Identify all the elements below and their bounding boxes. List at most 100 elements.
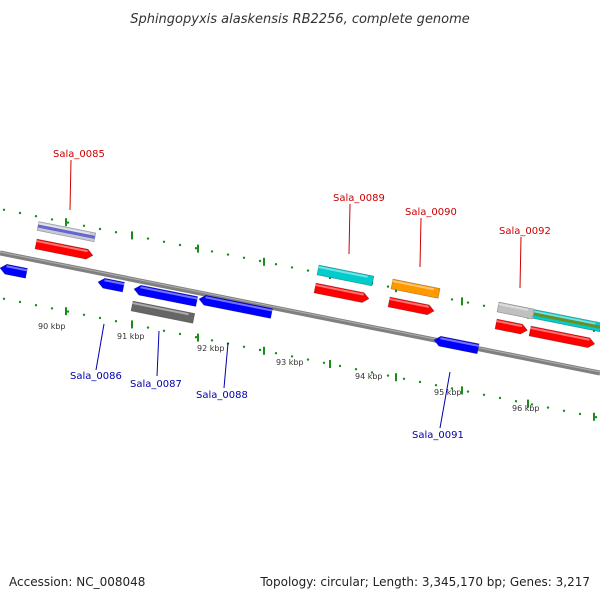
outer-track-dot — [386, 285, 390, 288]
gene-leader-line — [69, 159, 72, 211]
inner-track-dot — [258, 348, 262, 352]
inner-track-dot — [434, 384, 438, 387]
outer-track-dot — [210, 250, 214, 253]
inner-track-dot — [66, 310, 70, 313]
gene-leader-line — [95, 323, 105, 371]
gene-label-bottom[interactable]: Sala_0086 — [70, 371, 122, 382]
outer-track-dot — [242, 256, 246, 259]
gene-leader-line — [419, 217, 422, 268]
label-layer: 90 kbp 91 kbp 92 kbp 93 kbp 94 kbp 95 kbp 96 k… — [38, 149, 551, 441]
inner-track-dot — [322, 361, 326, 364]
outer-track-dot — [178, 243, 182, 247]
inner-track-dot — [530, 403, 534, 406]
inner-track-dot — [418, 380, 422, 384]
gene-block-sala-0088 — [198, 294, 273, 319]
map-title: Sphingopyxis alaskensis RB2256, complete… — [130, 12, 470, 27]
gene-block-sala-0092-left — [496, 301, 535, 320]
outer-track-dot — [114, 231, 118, 234]
kbp-label: 93 kbp — [276, 358, 304, 367]
outer-track-dot — [34, 215, 38, 218]
gene-leader-line — [348, 203, 351, 255]
inner-track-dot — [466, 390, 470, 393]
outer-track-dot — [290, 266, 294, 269]
inner-track-dot — [98, 316, 102, 320]
outer-track-dot — [98, 227, 102, 231]
outer-track-dot — [466, 301, 470, 304]
inner-track-dot — [482, 393, 486, 396]
outer-track-dot — [2, 208, 6, 211]
inner-track-dot — [498, 396, 502, 400]
gene-label-top[interactable]: Sala_0090 — [405, 207, 457, 218]
outer-track-dot — [482, 304, 486, 307]
gene-block-sala-0092 — [528, 325, 596, 348]
inner-track-dot — [402, 377, 406, 380]
accession-footer: Accession: NC_008048 — [9, 575, 146, 589]
gene-block-sala-0087-domain — [130, 300, 196, 324]
inner-track-dot — [242, 345, 246, 348]
genome-stats-footer: Topology: circular; Length: 3,345,170 bp… — [260, 575, 590, 589]
inner-track-dot — [50, 307, 54, 310]
kbp-label: 90 kbp — [38, 322, 66, 331]
gene-label-top[interactable]: Sala_0092 — [499, 226, 551, 237]
feature-layer — [0, 221, 600, 355]
outer-track-dot — [194, 247, 198, 250]
inner-track-dot — [146, 326, 150, 329]
inner-track-dot — [274, 352, 278, 355]
gene-label-bottom[interactable]: Sala_0091 — [412, 430, 464, 441]
inner-track-dot — [114, 320, 118, 323]
inner-track-dot — [162, 329, 166, 332]
outer-track-dot — [162, 240, 166, 243]
inner-track-dot — [450, 387, 454, 390]
inner-track-dot — [82, 313, 86, 316]
outer-track-dot — [274, 263, 278, 266]
kbp-label: 92 kbp — [197, 344, 225, 353]
inner-track-dot — [178, 332, 182, 336]
inner-track-dot — [210, 339, 214, 342]
gene-block-sala-0085-overlap — [36, 221, 97, 243]
genome-backbone — [0, 250, 600, 376]
outer-track-dot — [66, 221, 70, 224]
gene-block-left-edge — [0, 263, 28, 279]
inner-track-dot — [514, 400, 518, 403]
inner-track-dot — [290, 355, 294, 358]
inner-track-dot — [2, 297, 6, 300]
gene-label-bottom[interactable]: Sala_0088 — [196, 390, 248, 401]
inner-track-dot — [370, 371, 374, 374]
inner-track-dot — [546, 406, 550, 409]
gene-block-sala-0092a — [494, 318, 528, 335]
outer-track-dot — [146, 237, 150, 240]
gene-block-sala-0085 — [34, 238, 94, 260]
gene-block-sala-0090 — [387, 296, 435, 316]
inner-track-dot — [194, 336, 198, 339]
outer-track-dot — [82, 224, 86, 227]
gene-block-sala-0089-domain — [316, 264, 375, 287]
inner-track-dot — [578, 412, 582, 416]
inner-track-dot — [306, 358, 310, 361]
gene-label-top[interactable]: Sala_0085 — [53, 149, 105, 160]
gene-leader-line — [519, 236, 522, 289]
gene-block-sala-0090-domain — [390, 278, 441, 299]
inner-track-dot — [594, 416, 598, 419]
outer-track-dot — [50, 218, 54, 221]
gene-label-bottom[interactable]: Sala_0087 — [130, 379, 182, 390]
gene-block-sala-0092-domain — [532, 309, 600, 333]
outer-track-dot — [258, 259, 262, 263]
gene-label-top[interactable]: Sala_0089 — [333, 193, 385, 204]
inner-track-dot — [562, 409, 566, 412]
gene-block-sala-0087 — [133, 284, 199, 307]
gene-block-sala-0091 — [433, 335, 480, 355]
gene-leader-line — [439, 371, 451, 429]
genome-backbone-highlight — [0, 251, 600, 373]
kbp-label: 96 kbp — [512, 404, 540, 413]
kbp-label: 94 kbp — [355, 372, 383, 381]
inner-track-dot — [386, 374, 390, 377]
gene-block-sala-0086 — [97, 277, 125, 293]
outer-track-dot — [306, 269, 310, 272]
inner-track-dot — [34, 304, 38, 307]
gene-leader-line — [156, 330, 160, 377]
gene-leader-line — [223, 342, 229, 389]
outer-track-dot — [226, 253, 230, 256]
inner-track-dot — [338, 364, 342, 368]
gene-block-sala-0089 — [313, 282, 370, 303]
